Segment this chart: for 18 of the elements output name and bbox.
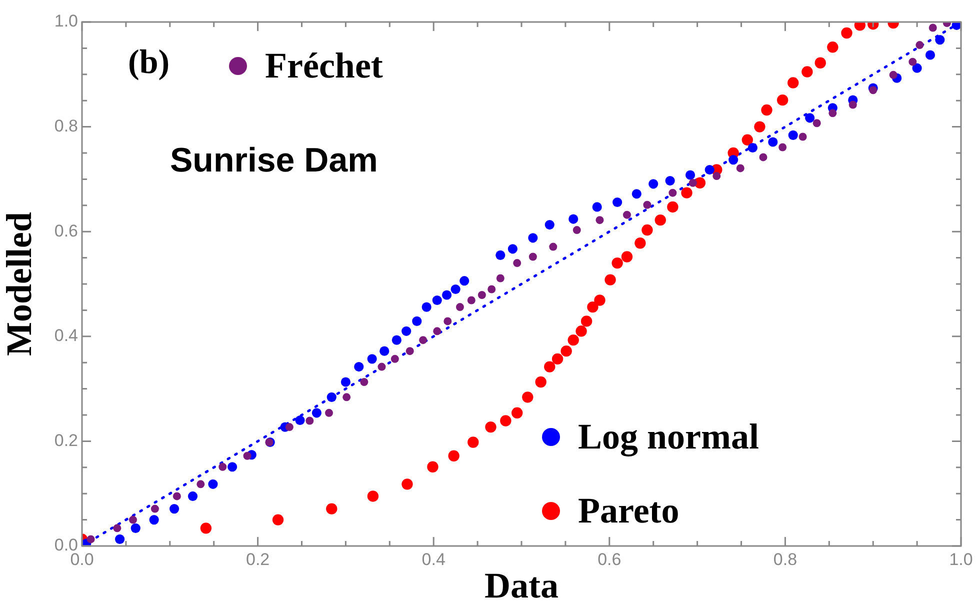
x-axis-title: Data	[484, 566, 558, 606]
annotation: (b)	[128, 44, 170, 81]
x-tick-label: 0.6	[598, 550, 622, 569]
x-tick-label: 0.2	[246, 550, 270, 569]
x-tick-label: 0.8	[773, 550, 798, 569]
legend-label: Pareto	[578, 490, 680, 530]
legend-label: Log normal	[578, 416, 760, 456]
x-tick-label: 1.0	[949, 550, 973, 569]
y-tick-label: 0.8	[54, 116, 78, 136]
y-tick-label: 0.2	[54, 430, 78, 450]
legend-label: Fréchet	[265, 45, 383, 86]
y-tick-label: 0.6	[54, 221, 78, 240]
y-tick-label: 1.0	[54, 12, 78, 31]
x-tick-label: 0.0	[70, 550, 94, 569]
y-tick-label: 0.4	[54, 326, 78, 346]
y-axis-title: Modelled	[0, 212, 39, 356]
x-tick-label: 0.4	[422, 550, 446, 569]
annotation: Sunrise Dam	[170, 141, 378, 180]
